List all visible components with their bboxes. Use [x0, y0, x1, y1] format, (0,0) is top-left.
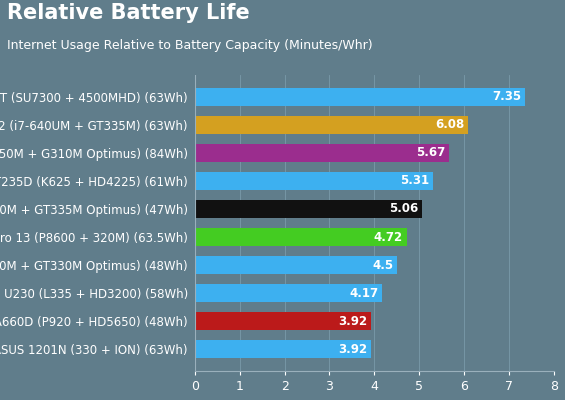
Bar [195, 312, 371, 330]
Bar [195, 256, 397, 274]
Bar [195, 228, 407, 246]
Text: Relative Battery Life: Relative Battery Life [7, 3, 250, 23]
Text: 3.92: 3.92 [338, 342, 367, 356]
Text: Internet Usage Relative to Battery Capacity (Minutes/Whr): Internet Usage Relative to Battery Capac… [7, 39, 372, 52]
Text: 4.72: 4.72 [374, 230, 403, 244]
Text: 6.08: 6.08 [434, 118, 464, 132]
Text: 3.92: 3.92 [338, 314, 367, 328]
Text: 4.5: 4.5 [372, 258, 393, 272]
Text: 7.35: 7.35 [492, 90, 521, 104]
Bar [195, 144, 449, 162]
Text: 5.67: 5.67 [416, 146, 446, 160]
Text: 5.06: 5.06 [389, 202, 418, 216]
Bar [195, 340, 371, 358]
Bar [195, 172, 433, 190]
Text: 5.31: 5.31 [401, 174, 429, 188]
Bar [195, 284, 382, 302]
Bar [195, 200, 422, 218]
Bar [195, 88, 524, 106]
Bar [195, 116, 468, 134]
Text: 4.17: 4.17 [349, 286, 379, 300]
